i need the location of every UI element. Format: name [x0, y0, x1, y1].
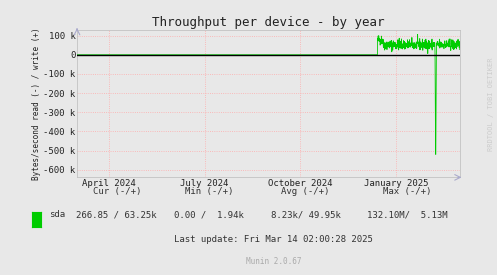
Text: Max (-/+): Max (-/+) — [383, 187, 432, 196]
Text: Avg (-/+): Avg (-/+) — [281, 187, 330, 196]
Text: sda: sda — [49, 210, 65, 219]
Text: 132.10M/  5.13M: 132.10M/ 5.13M — [367, 210, 448, 219]
Text: Min (-/+): Min (-/+) — [184, 187, 233, 196]
Text: Last update: Fri Mar 14 02:00:28 2025: Last update: Fri Mar 14 02:00:28 2025 — [174, 235, 373, 244]
Title: Throughput per device - by year: Throughput per device - by year — [152, 16, 385, 29]
Text: 0.00 /  1.94k: 0.00 / 1.94k — [174, 210, 244, 219]
Text: 8.23k/ 49.95k: 8.23k/ 49.95k — [271, 210, 340, 219]
Y-axis label: Bytes/second read (-) / write (+): Bytes/second read (-) / write (+) — [32, 28, 41, 180]
Text: Munin 2.0.67: Munin 2.0.67 — [246, 257, 301, 266]
Text: Cur (-/+): Cur (-/+) — [92, 187, 141, 196]
Text: 266.85 / 63.25k: 266.85 / 63.25k — [77, 210, 157, 219]
Text: RRDTOOL / TOBI OETIKER: RRDTOOL / TOBI OETIKER — [488, 58, 494, 151]
